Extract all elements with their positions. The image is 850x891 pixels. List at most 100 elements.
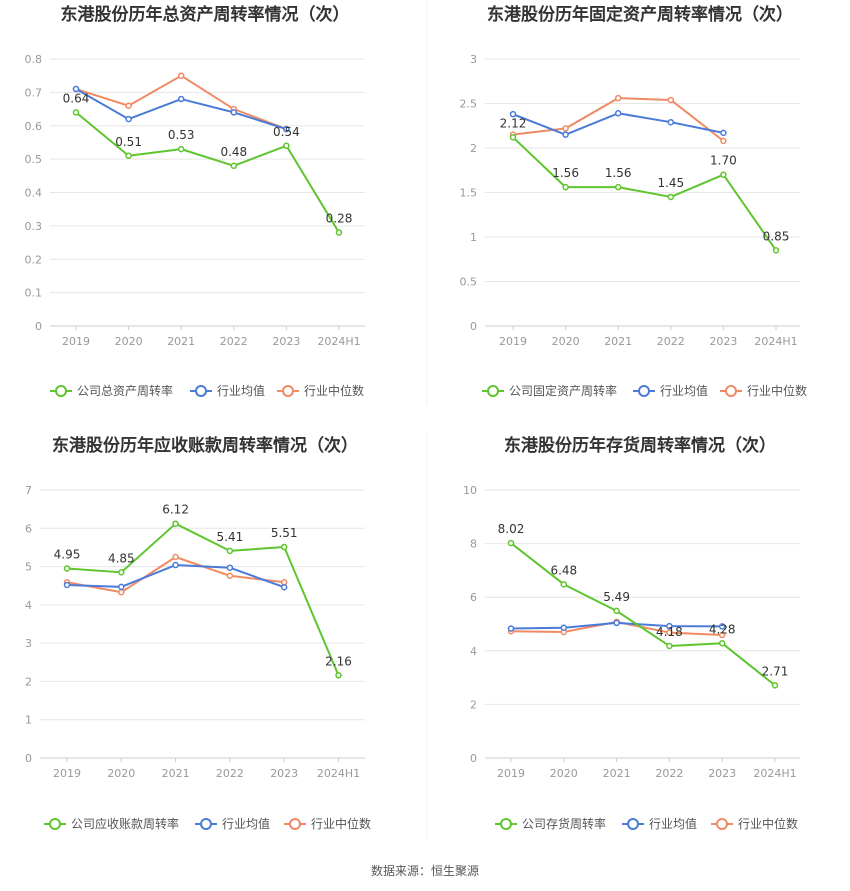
legend-item[interactable]: 行业均值 bbox=[622, 816, 697, 831]
legend-item[interactable]: 公司应收账款周转率 bbox=[44, 816, 179, 831]
x-tick-label: 2020 bbox=[550, 767, 578, 780]
data-point[interactable] bbox=[720, 171, 727, 178]
data-point[interactable] bbox=[63, 581, 71, 589]
data-point[interactable] bbox=[335, 229, 343, 236]
data-point[interactable] bbox=[280, 543, 288, 551]
data-point[interactable] bbox=[118, 588, 125, 596]
data-point[interactable] bbox=[125, 115, 132, 123]
chart-title: 东港股份历年存货周转率情况（次） bbox=[504, 435, 776, 456]
data-point[interactable] bbox=[666, 642, 673, 650]
data-point[interactable] bbox=[283, 125, 290, 133]
y-tick-label: 2 bbox=[25, 675, 32, 688]
data-point[interactable] bbox=[509, 110, 517, 118]
data-point[interactable] bbox=[666, 622, 673, 630]
data-point[interactable] bbox=[667, 193, 675, 201]
legend-item[interactable]: 行业中位数 bbox=[711, 816, 798, 831]
y-tick-label: 0 bbox=[470, 752, 477, 765]
y-tick-label: 2 bbox=[470, 698, 477, 711]
data-point[interactable] bbox=[172, 561, 179, 569]
data-point[interactable] bbox=[226, 572, 234, 580]
data-point[interactable] bbox=[283, 142, 290, 150]
data-point[interactable] bbox=[280, 583, 288, 591]
data-point[interactable] bbox=[666, 629, 673, 636]
legend-item[interactable]: 行业均值 bbox=[633, 383, 708, 398]
data-point[interactable] bbox=[230, 162, 238, 170]
data-label: 6.12 bbox=[162, 503, 189, 517]
y-tick-label: 2.5 bbox=[460, 98, 478, 111]
y-tick-label: 6 bbox=[25, 522, 32, 535]
y-tick-label: 3 bbox=[470, 53, 477, 66]
x-tick-label: 2023 bbox=[708, 767, 736, 780]
data-point[interactable] bbox=[226, 564, 234, 571]
data-point[interactable] bbox=[718, 631, 726, 639]
data-point[interactable] bbox=[118, 569, 125, 576]
data-point[interactable] bbox=[562, 183, 569, 191]
data-point[interactable] bbox=[772, 247, 780, 254]
data-point[interactable] bbox=[560, 581, 568, 588]
chart-title: 东港股份历年应收账款周转率情况（次） bbox=[52, 435, 358, 456]
legend-item[interactable]: 行业均值 bbox=[195, 816, 270, 831]
series-line bbox=[66, 522, 340, 676]
legend-swatch-marker bbox=[289, 818, 301, 830]
data-point[interactable] bbox=[125, 102, 132, 109]
data-point[interactable] bbox=[177, 72, 185, 79]
data-label: 1.56 bbox=[552, 166, 579, 180]
data-point[interactable] bbox=[667, 118, 675, 126]
data-point[interactable] bbox=[507, 625, 515, 632]
y-tick-label: 6 bbox=[470, 591, 477, 604]
data-point[interactable] bbox=[718, 640, 726, 647]
data-point[interactable] bbox=[613, 607, 620, 615]
data-point[interactable] bbox=[172, 553, 179, 561]
data-label: 6.48 bbox=[550, 563, 577, 577]
data-source: 数据来源：恒生聚源 bbox=[371, 863, 479, 878]
data-point[interactable] bbox=[226, 547, 234, 555]
data-point[interactable] bbox=[507, 539, 515, 547]
data-point[interactable] bbox=[335, 672, 342, 679]
data-point[interactable] bbox=[718, 623, 726, 630]
data-point[interactable] bbox=[771, 682, 779, 689]
data-point[interactable] bbox=[63, 565, 71, 572]
data-label: 4.85 bbox=[108, 551, 135, 565]
legend-item[interactable]: 公司总资产周转率 bbox=[50, 383, 173, 398]
data-point[interactable] bbox=[118, 583, 125, 591]
data-point[interactable] bbox=[177, 145, 185, 153]
legend-swatch-marker bbox=[716, 818, 728, 830]
legend-item[interactable]: 行业均值 bbox=[190, 383, 265, 398]
legend-swatch-marker bbox=[487, 385, 499, 397]
data-point[interactable] bbox=[720, 129, 727, 137]
legend-label: 行业中位数 bbox=[747, 383, 807, 398]
series-line bbox=[512, 97, 725, 142]
data-point[interactable] bbox=[172, 520, 179, 527]
data-point[interactable] bbox=[613, 619, 620, 627]
y-tick-label: 0.5 bbox=[25, 153, 43, 166]
x-tick-label: 2019 bbox=[497, 767, 525, 780]
legend-item[interactable]: 行业中位数 bbox=[277, 383, 364, 398]
data-point[interactable] bbox=[125, 152, 132, 160]
legend-item[interactable]: 公司存货周转率 bbox=[495, 816, 606, 831]
data-label: 5.41 bbox=[217, 530, 244, 544]
y-tick-label: 4 bbox=[25, 599, 32, 612]
x-tick-label: 2024H1 bbox=[317, 335, 360, 348]
data-point[interactable] bbox=[720, 137, 727, 145]
legend-item[interactable]: 行业中位数 bbox=[720, 383, 807, 398]
data-point[interactable] bbox=[230, 109, 238, 116]
data-point[interactable] bbox=[614, 94, 622, 102]
legend-item[interactable]: 行业中位数 bbox=[284, 816, 371, 831]
y-tick-label: 0.8 bbox=[25, 53, 43, 66]
data-point[interactable] bbox=[562, 125, 569, 132]
data-point[interactable] bbox=[72, 109, 80, 116]
data-point[interactable] bbox=[614, 110, 622, 117]
legend-label: 行业中位数 bbox=[738, 816, 798, 831]
x-tick-label: 2019 bbox=[62, 335, 90, 348]
data-point[interactable] bbox=[560, 624, 568, 632]
data-point[interactable] bbox=[509, 134, 517, 141]
data-point[interactable] bbox=[177, 95, 185, 103]
data-label: 1.70 bbox=[710, 154, 737, 168]
data-label: 4.95 bbox=[54, 547, 81, 561]
legend-swatch-marker bbox=[638, 385, 650, 397]
legend-item[interactable]: 公司固定资产周转率 bbox=[482, 383, 617, 398]
data-point[interactable] bbox=[562, 131, 569, 138]
data-point[interactable] bbox=[72, 85, 80, 93]
data-point[interactable] bbox=[614, 183, 622, 191]
data-point[interactable] bbox=[667, 96, 675, 104]
